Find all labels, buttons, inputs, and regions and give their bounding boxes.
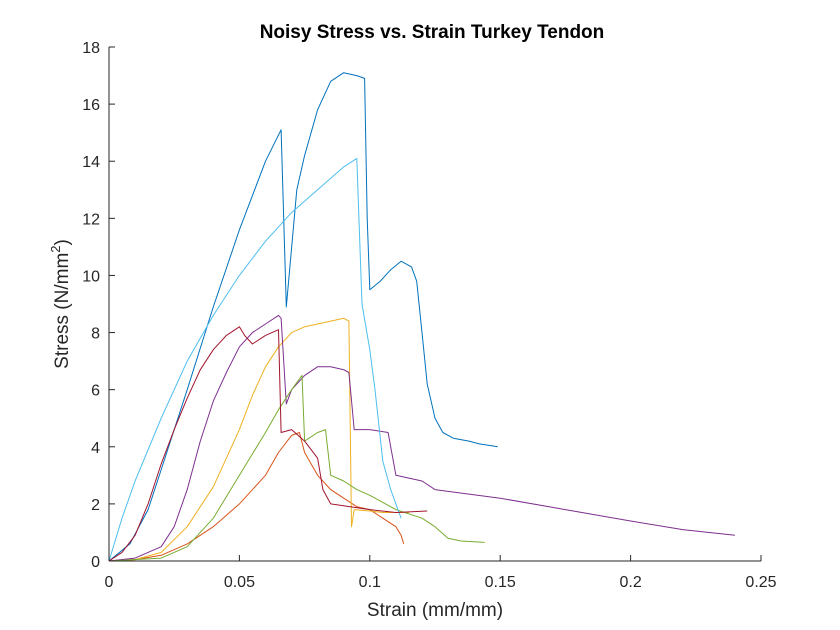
y-tick-label: 4	[91, 440, 100, 457]
y-tick-label: 8	[91, 326, 100, 343]
y-axis-label: Stress (N/mm2)	[48, 239, 73, 369]
x-tick-label: 0.1	[359, 574, 381, 591]
y-tick-label: 10	[82, 268, 100, 285]
y-axis-label-main: Stress (N/mm	[52, 253, 73, 369]
y-tick-label: 2	[91, 497, 100, 514]
x-axis-label: Strain (mm/mm)	[367, 600, 503, 621]
x-tick-label: 0.2	[619, 574, 641, 591]
y-axis-ticks: 0 2 4 6 8 10 12 14 16 18	[82, 40, 115, 571]
x-tick-label: 0.15	[485, 574, 516, 591]
x-axis-ticks: 0 0.05 0.1 0.15 0.2 0.25	[105, 555, 777, 591]
x-tick-label: 0	[105, 574, 114, 591]
y-tick-label: 16	[82, 97, 100, 114]
series-line-2	[108, 432, 405, 562]
x-tick-label: 0.25	[745, 574, 776, 591]
y-tick-label: 0	[91, 554, 100, 571]
series-line-5	[108, 374, 485, 562]
series-line-3	[108, 317, 409, 562]
series-line-7	[108, 326, 428, 562]
series-line-6	[108, 157, 402, 562]
series-line-1	[108, 72, 498, 562]
series-line-4	[108, 314, 735, 562]
y-axis-label-close: )	[52, 239, 73, 245]
y-tick-label: 6	[91, 383, 100, 400]
x-tick-label: 0.05	[224, 574, 255, 591]
y-tick-label: 12	[82, 211, 100, 228]
chart-title: Noisy Stress vs. Strain Turkey Tendon	[260, 22, 605, 43]
y-tick-label: 14	[82, 154, 100, 171]
y-tick-label: 18	[82, 40, 100, 57]
series-lines	[108, 72, 735, 562]
y-axis-label-superscript: 2	[48, 245, 63, 252]
